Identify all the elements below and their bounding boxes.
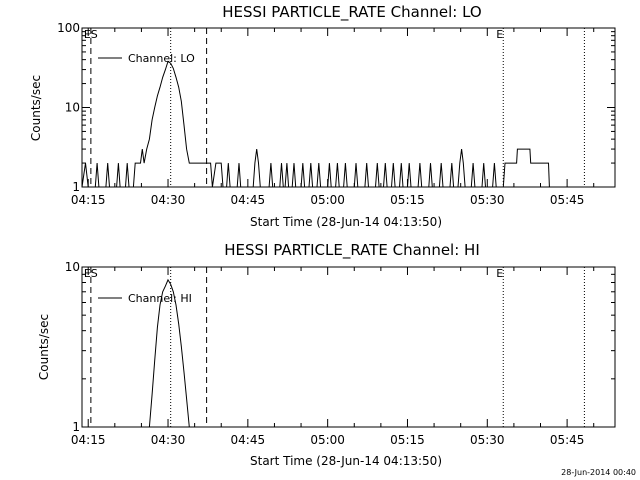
legend: Channel: HI (98, 292, 192, 305)
chart-title: HESSI PARTICLE_RATE Channel: LO (222, 3, 481, 22)
legend: Channel: LO (98, 52, 195, 65)
series-line (148, 278, 190, 428)
x-tick-label: 04:30 (151, 433, 186, 447)
marker-label: E (496, 28, 503, 41)
y-tick-label: 100 (57, 21, 80, 35)
legend-label: Channel: HI (128, 292, 192, 305)
chart-title: HESSI PARTICLE_RATE Channel: HI (224, 241, 480, 260)
y-tick-label: 1 (72, 180, 80, 194)
panel-lo: HESSI PARTICLE_RATE Channel: LO Start Ti… (29, 3, 616, 229)
y-axis-label: Counts/sec (37, 314, 51, 380)
x-tick-label: 05:45 (550, 433, 585, 447)
x-tick-label: 05:15 (390, 193, 425, 207)
x-tick-label: 04:30 (151, 193, 186, 207)
x-axis-label: Start Time (28-Jun-14 04:13:50) (250, 454, 442, 468)
footer-timestamp: 28-Jun-2014 00:40 (561, 468, 636, 477)
panel-hi: HESSI PARTICLE_RATE Channel: HI Start Ti… (37, 241, 616, 468)
y-tick-label: 10 (65, 101, 80, 115)
marker-label: ES (84, 267, 98, 280)
y-tick-label: 1 (72, 420, 80, 434)
x-tick-label: 05:30 (470, 193, 505, 207)
x-tick-label: 05:30 (470, 433, 505, 447)
legend-label: Channel: LO (128, 52, 195, 65)
x-tick-label: 05:00 (310, 433, 345, 447)
x-tick-label: 04:15 (71, 193, 106, 207)
plot-frame (81, 266, 616, 428)
x-tick-label: 04:45 (231, 193, 266, 207)
x-tick-label: 05:15 (390, 433, 425, 447)
y-axis-label: Counts/sec (29, 75, 43, 141)
x-tick-label: 05:00 (310, 193, 345, 207)
marker-label: ES (84, 28, 98, 41)
x-tick-label: 04:15 (71, 433, 106, 447)
series-line (81, 60, 552, 188)
marker-label: E (496, 267, 503, 280)
x-axis-label: Start Time (28-Jun-14 04:13:50) (250, 215, 442, 229)
x-tick-label: 04:45 (231, 433, 266, 447)
y-tick-label: 10 (65, 260, 80, 274)
x-tick-label: 05:45 (550, 193, 585, 207)
